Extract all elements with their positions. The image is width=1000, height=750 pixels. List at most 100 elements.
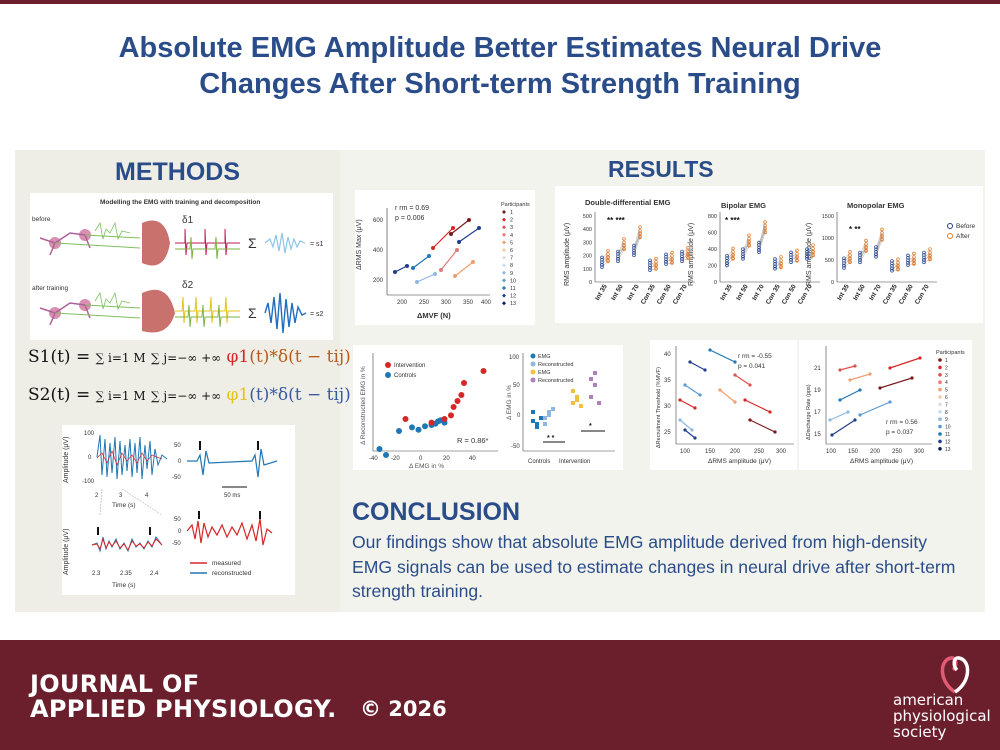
rt-point [690,428,694,432]
equation-1-phi: φ1 [226,347,250,367]
participant-marker [502,255,506,260]
rms-ytick: 800 [708,214,717,220]
rms-point-after [763,226,767,230]
legend-after: After [956,233,971,240]
methods-heading: METHODS [115,158,240,186]
rms-point-before [725,253,729,258]
scatter2-xtick: -20 [391,456,400,462]
scatter2-xtick: -40 [369,456,378,462]
rms-point-before [757,250,761,255]
dr-r: r rm = 0.56 [886,419,918,426]
scatter2-point-intervention [480,368,487,374]
trace-ytick: 100 [84,431,95,437]
rms-point-after [606,258,610,263]
rms-point-after [811,253,815,257]
rt-point [703,368,707,372]
rms-point-before [632,243,636,248]
rms-point-after [731,252,735,257]
dr-point [848,378,852,382]
participant-marker [502,248,506,252]
rms-point-after [864,238,868,243]
participant-marker [502,210,506,214]
model-diagram: Modelling the EMG with training and deco… [32,199,324,334]
rt-xtick: 200 [730,449,741,455]
dr-legend-label: 12 [945,439,951,445]
rms-point-before [805,254,809,259]
participant-label: 6 [510,248,513,254]
rms-point-after [731,256,735,260]
dr-regression-line [831,419,856,436]
rms-point-after [654,262,658,267]
dr-point [918,356,922,360]
dots-xlabel-controls: Controls [528,459,550,465]
scatter2-legend-intervention: Intervention [394,363,425,369]
rt-regression-line [679,399,696,409]
journal-name-line-2: APPLIED PHYSIOLOGY. [30,695,337,723]
dots-legend-0: EMG [538,354,551,360]
rt-point [733,373,737,377]
rms-ytick: 200 [583,254,592,260]
participant-label: 13 [510,301,516,307]
scatter1-regression-lines [394,219,480,283]
methods-traces-figure: Amplitude (μV) 100 0 -100 2 3 4 Time (s)… [62,425,295,595]
rt-regression-line [689,361,706,371]
dots-point [579,404,583,408]
rms-point-before [922,258,926,262]
rms-point-after [763,229,767,234]
dots-points [531,371,601,429]
dr-legend-label: 10 [945,425,951,431]
trace-ytick: -50 [172,475,181,481]
rms-point-after [638,231,642,235]
rms-point-after [747,233,751,237]
dr-legend-label: 7 [945,402,948,408]
dr-regression-line [879,377,913,389]
rms-category-label: Int 50 [852,283,867,302]
rt-point [683,383,687,387]
scatter1-ytick: 200 [373,278,384,284]
rms-point-before [616,252,620,256]
neuron-icon [39,229,141,256]
rt-lines [678,348,777,440]
rms-point-before [789,253,793,257]
scatter1-xtick: 300 [441,300,452,306]
rms-point-after [763,220,767,224]
aps-logo-icon [940,656,970,694]
trace-xtick: 3 [119,493,123,499]
participant-marker [502,286,506,290]
rms-point-after [928,253,932,258]
scatter2-points [376,368,487,458]
rms-point-after [896,267,900,271]
trace-ylabel-2: Amplitude (μV) [63,529,70,575]
rt-point [733,400,737,404]
participant-label: 10 [510,278,516,284]
scatter2-point-control [376,446,383,452]
rms-point-after [848,256,852,260]
dr-point [868,372,872,376]
rms-category-label: Int 70 [751,283,766,302]
dr-point [858,388,862,392]
rt-regression-line [709,349,736,363]
rt-point [688,360,692,364]
delta2-label: δ2 [182,280,194,291]
rms-category-label: Con 70 [914,283,931,306]
s1-label: = s1 [310,241,324,248]
rms-point-after [654,256,658,261]
society-line-3: society [893,723,947,741]
equation-2-sum-j: ∑ j=−∞ +∞ [151,389,222,403]
rms-point-before [773,267,777,271]
dr-regression-line [889,357,921,369]
rt-point [733,360,737,364]
scatter1-ylabel: ΔRMS Max (μV) [356,219,363,270]
rt-point [743,398,747,402]
rms-point-before [600,255,604,260]
dr-legend-marker [938,432,942,436]
rms-plots: Double-differential EMG Bipolar EMG Mono… [564,198,976,306]
scatter2-point-intervention [461,380,467,386]
participant-label: 7 [510,256,513,262]
dr-xtick: 150 [848,449,859,455]
scatter1-ytick: 600 [373,218,384,224]
rt-point [678,418,682,422]
